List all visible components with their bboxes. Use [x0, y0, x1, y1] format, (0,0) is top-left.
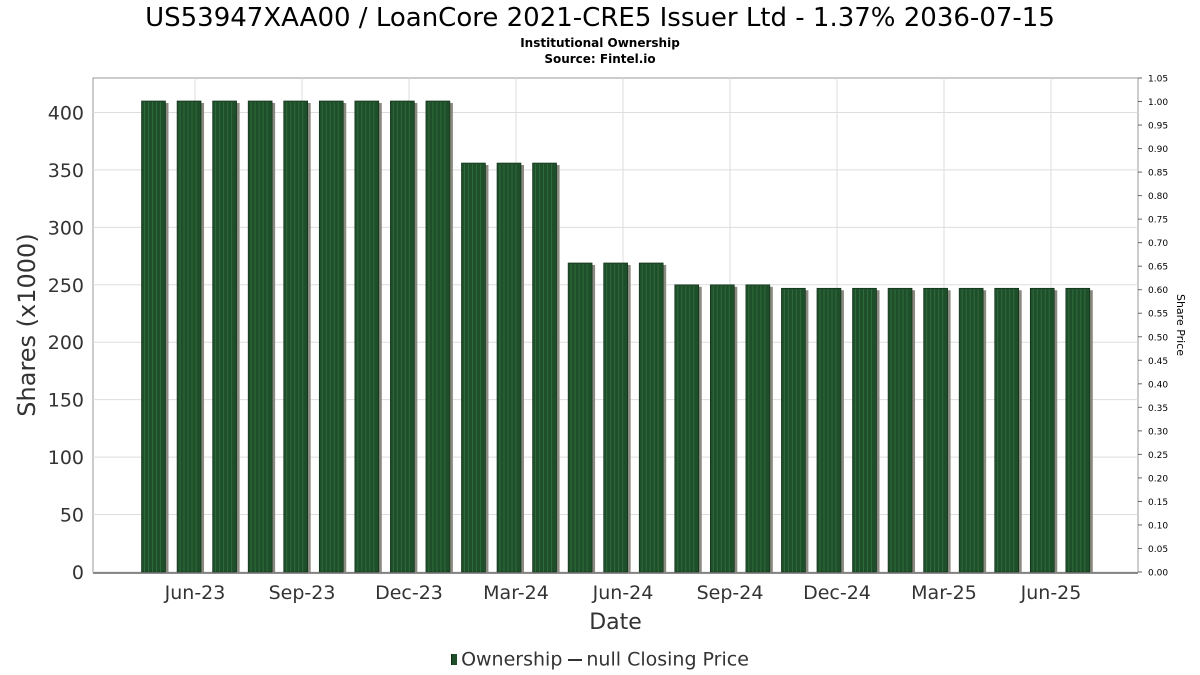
- ownership-bar: [390, 100, 415, 573]
- ownership-bar: [852, 287, 877, 573]
- y-tick-label: 100: [48, 447, 84, 469]
- chart-subtitle: Institutional Ownership: [520, 36, 680, 50]
- x-tick-label: Sep-23: [269, 582, 336, 604]
- x-tick-label: Dec-23: [375, 582, 443, 604]
- y2-tick-label: 0.60: [1148, 286, 1168, 296]
- ownership-bar: [745, 284, 771, 573]
- y2-axis-title: Share Price: [1174, 294, 1187, 356]
- ownership-bar: [176, 100, 202, 573]
- ownership-legend-label: Ownership: [461, 648, 563, 671]
- price-legend-swatch: [568, 658, 583, 661]
- x-tick-label: Dec-24: [803, 582, 871, 604]
- y2-tick-label: 0.30: [1148, 427, 1168, 437]
- y-tick-label: 0: [72, 562, 84, 584]
- price-legend-label: null Closing Price: [586, 648, 749, 671]
- ownership-bar: [283, 100, 309, 573]
- ownership-bar: [638, 262, 664, 573]
- ownership-bar: [425, 100, 451, 573]
- x-tick-label: Sep-24: [697, 582, 764, 604]
- ownership-bar: [923, 287, 948, 573]
- ownership-bar: [994, 287, 1020, 573]
- y-tick-label: 150: [48, 390, 84, 412]
- y-axis-title: Shares (x1000): [13, 233, 41, 416]
- ownership-bar: [354, 100, 380, 573]
- x-tick-label: Jun-25: [1020, 582, 1082, 604]
- ownership-bar: [141, 100, 166, 573]
- ownership-bar: [603, 262, 628, 573]
- chart-title: US53947XAA00 / LoanCore 2021-CRE5 Issuer…: [145, 3, 1055, 33]
- y2-tick-label: 0.10: [1148, 521, 1168, 531]
- y2-tick-label: 0.45: [1148, 357, 1168, 367]
- ownership-bar: [461, 162, 486, 573]
- x-tick-label: Mar-24: [483, 582, 549, 604]
- ownership-bar: [674, 284, 700, 573]
- y2-tick-label: 0.20: [1148, 474, 1168, 484]
- y2-tick-label: 0.80: [1148, 192, 1168, 202]
- y2-tick-label: 0.70: [1148, 239, 1168, 249]
- y-tick-label: 200: [48, 332, 84, 354]
- y2-tick-label: 0.50: [1148, 333, 1168, 343]
- ownership-bar: [887, 287, 913, 573]
- ownership-bar: [496, 162, 522, 573]
- x-tick-label: Jun-24: [592, 582, 654, 604]
- y2-tick-label: 0.00: [1148, 569, 1168, 579]
- y2-tick-label: 0.55: [1148, 310, 1168, 320]
- x-tick-label: Jun-23: [164, 582, 226, 604]
- ownership-bar: [958, 287, 984, 573]
- y2-tick-label: 1.00: [1148, 98, 1168, 108]
- x-axis-title: Date: [589, 610, 642, 635]
- y2-tick-label: 0.75: [1148, 216, 1168, 226]
- y2-tick-label: 0.35: [1148, 404, 1168, 414]
- ownership-bar: [532, 162, 557, 573]
- ownership-bar: [781, 287, 806, 573]
- ownership-bar: [247, 100, 273, 573]
- y-tick-label: 400: [48, 102, 84, 124]
- y2-tick-label: 0.15: [1148, 498, 1168, 508]
- ownership-bar: [709, 284, 735, 573]
- y2-tick-label: 0.05: [1148, 545, 1168, 555]
- y2-tick-label: 0.65: [1148, 263, 1168, 273]
- y2-tick-label: 0.95: [1148, 122, 1168, 132]
- y-tick-label: 350: [48, 160, 84, 182]
- ownership-bar: [318, 100, 344, 573]
- ownership-bar: [816, 287, 842, 573]
- chart-source: Source: Fintel.io: [544, 52, 656, 66]
- y-tick-label: 300: [48, 217, 84, 239]
- x-tick-label: Mar-25: [911, 582, 977, 604]
- ownership-bar: [212, 100, 237, 573]
- y2-tick-label: 0.40: [1148, 380, 1168, 390]
- y-tick-label: 50: [60, 505, 84, 527]
- ownership-legend-swatch: [451, 654, 458, 665]
- y2-tick-label: 0.85: [1148, 169, 1168, 179]
- y2-tick-label: 1.05: [1148, 75, 1168, 85]
- y2-tick-label: 0.25: [1148, 451, 1168, 461]
- chart-legend: Ownership null Closing Price: [0, 648, 1200, 671]
- ownership-bar: [1029, 287, 1055, 573]
- ownership-bar: [567, 262, 593, 573]
- ownership-bar: [1065, 287, 1091, 573]
- y-tick-label: 250: [48, 275, 84, 297]
- y2-tick-label: 0.90: [1148, 145, 1168, 155]
